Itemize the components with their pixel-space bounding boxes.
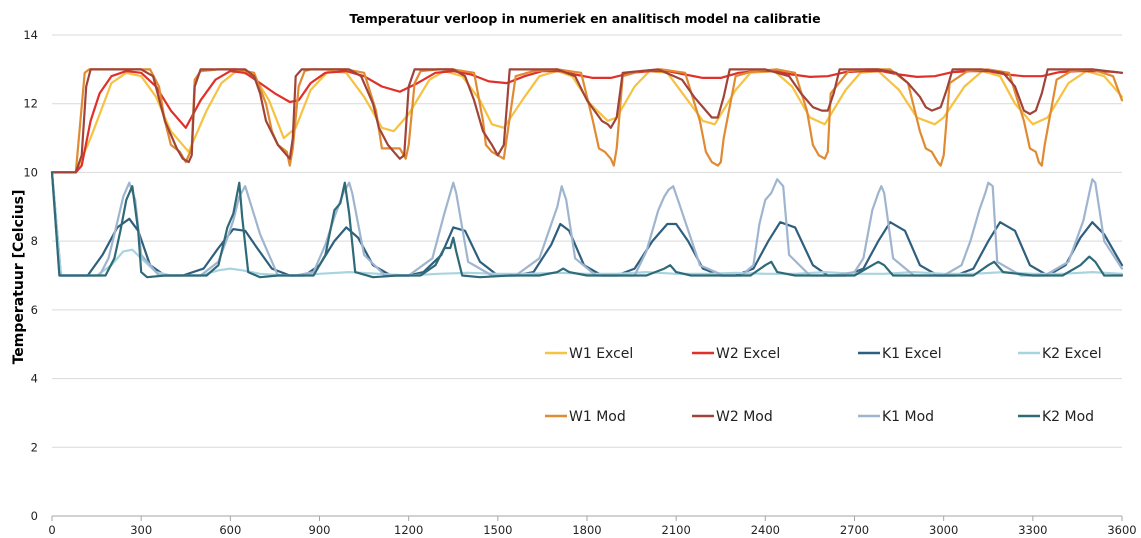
x-tick-label: 3300 [1018,523,1047,537]
y-tick-label: 12 [23,97,38,111]
chart-title: Temperatuur verloop in numeriek en anali… [349,11,820,26]
series-line-3 [50,171,1124,277]
x-tick-label: 3000 [929,523,958,537]
x-tick-label: 300 [130,523,152,537]
y-tick-labels: 0 2 4 6 8 10 12 14 [23,28,38,523]
y-tick-label: 6 [31,303,38,317]
x-tick-label: 2700 [840,523,869,537]
legend-label-1: W2 Excel [716,346,780,362]
series-line-7 [50,171,1124,279]
legend-label-6: K1 Mod [882,409,934,425]
x-tick-label: 2400 [751,523,780,537]
x-tick-labels: 0 300 600 900 1200 1500 1800 2100 2400 2700 3000 33… [48,523,1136,537]
y-tick-label: 4 [31,372,38,386]
x-tick-label: 600 [219,523,241,537]
x-tick-label: 1800 [572,523,601,537]
series-line-2 [50,171,1124,277]
series-line-1 [50,70,1124,174]
gridlines [52,34,1122,448]
series-lines [50,68,1124,279]
y-tick-label: 14 [23,28,38,42]
legend-label-0: W1 Excel [569,346,633,362]
x-tick-label: 3600 [1107,523,1136,537]
x-tick-label: 900 [309,523,331,537]
legend: W1 Excel W2 Excel K1 Excel K2 Excel W1 Mod W2… [545,346,1102,425]
y-tick-label: 2 [31,440,38,454]
y-tick-label: 10 [23,165,38,179]
x-tick-label: 1500 [483,523,512,537]
legend-label-7: K2 Mod [1042,409,1094,425]
legend-label-2: K1 Excel [882,346,942,362]
legend-label-5: W2 Mod [716,409,773,425]
x-tick-label: 1200 [394,523,423,537]
y-axis-label: Temperatuur [Celcius] [11,190,27,365]
legend-label-3: K2 Excel [1042,346,1102,362]
y-tick-label: 0 [31,509,38,523]
legend-label-4: W1 Mod [569,409,626,425]
axes [51,515,1123,521]
series-line-5 [50,68,1124,174]
x-tick-label: 0 [48,523,55,537]
series-line-6 [50,171,1124,277]
series-line-0 [50,70,1124,174]
y-tick-label: 8 [31,234,38,248]
x-tick-label: 2100 [662,523,691,537]
